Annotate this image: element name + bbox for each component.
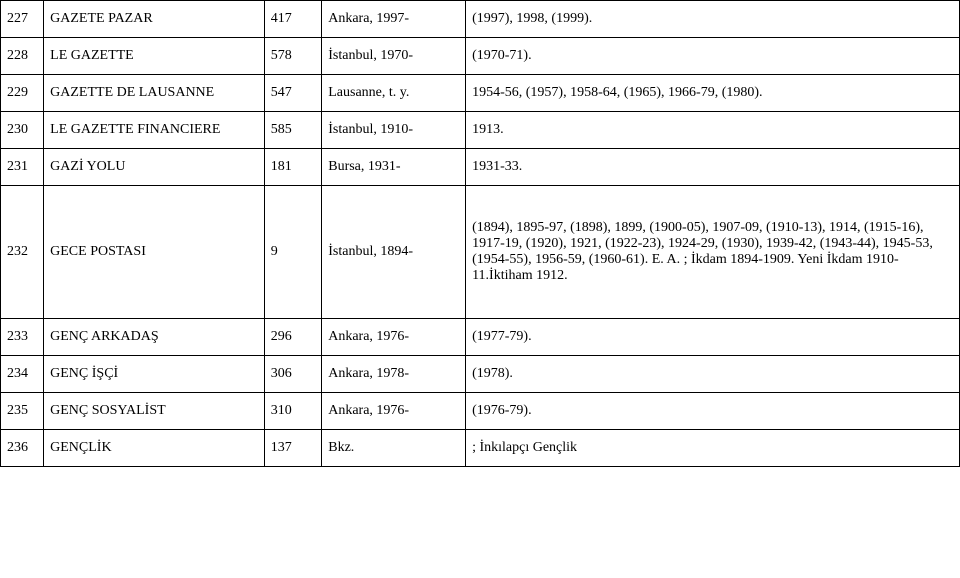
table-row: 234GENÇ İŞÇİ306Ankara, 1978-(1978).	[1, 356, 960, 393]
row-detail: (1977-79).	[466, 319, 960, 356]
table-row: 230LE GAZETTE FINANCIERE585İstanbul, 191…	[1, 112, 960, 149]
row-title: LE GAZETTE FINANCIERE	[44, 112, 265, 149]
row-place: Ankara, 1978-	[322, 356, 466, 393]
row-title: GENÇLİK	[44, 430, 265, 467]
row-title: GAZETE PAZAR	[44, 1, 265, 38]
row-number: 9	[264, 186, 322, 319]
row-title: GENÇ ARKADAŞ	[44, 319, 265, 356]
row-title: GAZİ YOLU	[44, 149, 265, 186]
row-place: Ankara, 1976-	[322, 393, 466, 430]
row-detail: ; İnkılapçı Gençlik	[466, 430, 960, 467]
row-detail: (1894), 1895-97, (1898), 1899, (1900-05)…	[466, 186, 960, 319]
table-row: 231GAZİ YOLU181Bursa, 1931-1931-33.	[1, 149, 960, 186]
row-place: Ankara, 1976-	[322, 319, 466, 356]
row-detail: (1978).	[466, 356, 960, 393]
row-index: 233	[1, 319, 44, 356]
row-number: 310	[264, 393, 322, 430]
row-index: 236	[1, 430, 44, 467]
row-title: LE GAZETTE	[44, 38, 265, 75]
row-place: Bkz.	[322, 430, 466, 467]
row-number: 306	[264, 356, 322, 393]
table-row: 232GECE POSTASI9İstanbul, 1894-(1894), 1…	[1, 186, 960, 319]
row-number: 296	[264, 319, 322, 356]
table-row: 233GENÇ ARKADAŞ296Ankara, 1976-(1977-79)…	[1, 319, 960, 356]
row-index: 230	[1, 112, 44, 149]
table-row: 236GENÇLİK137Bkz.; İnkılapçı Gençlik	[1, 430, 960, 467]
row-detail: (1970-71).	[466, 38, 960, 75]
row-place: Ankara, 1997-	[322, 1, 466, 38]
row-index: 229	[1, 75, 44, 112]
row-place: İstanbul, 1894-	[322, 186, 466, 319]
row-place: İstanbul, 1910-	[322, 112, 466, 149]
row-detail: 1954-56, (1957), 1958-64, (1965), 1966-7…	[466, 75, 960, 112]
row-title: GAZETTE DE LAUSANNE	[44, 75, 265, 112]
row-detail: 1931-33.	[466, 149, 960, 186]
row-index: 234	[1, 356, 44, 393]
row-index: 227	[1, 1, 44, 38]
table-row: 235GENÇ SOSYALİST310Ankara, 1976-(1976-7…	[1, 393, 960, 430]
row-number: 585	[264, 112, 322, 149]
row-title: GENÇ SOSYALİST	[44, 393, 265, 430]
row-title: GECE POSTASI	[44, 186, 265, 319]
row-detail: (1997), 1998, (1999).	[466, 1, 960, 38]
row-number: 181	[264, 149, 322, 186]
row-number: 417	[264, 1, 322, 38]
row-index: 231	[1, 149, 44, 186]
row-number: 547	[264, 75, 322, 112]
row-place: Bursa, 1931-	[322, 149, 466, 186]
table-row: 229GAZETTE DE LAUSANNE547Lausanne, t. y.…	[1, 75, 960, 112]
row-index: 232	[1, 186, 44, 319]
table-row: 227GAZETE PAZAR417Ankara, 1997-(1997), 1…	[1, 1, 960, 38]
row-detail: (1976-79).	[466, 393, 960, 430]
document-table: 227GAZETE PAZAR417Ankara, 1997-(1997), 1…	[0, 0, 960, 467]
row-number: 137	[264, 430, 322, 467]
row-place: Lausanne, t. y.	[322, 75, 466, 112]
row-place: İstanbul, 1970-	[322, 38, 466, 75]
row-index: 235	[1, 393, 44, 430]
row-detail: 1913.	[466, 112, 960, 149]
row-number: 578	[264, 38, 322, 75]
row-title: GENÇ İŞÇİ	[44, 356, 265, 393]
table-row: 228LE GAZETTE578İstanbul, 1970-(1970-71)…	[1, 38, 960, 75]
row-index: 228	[1, 38, 44, 75]
